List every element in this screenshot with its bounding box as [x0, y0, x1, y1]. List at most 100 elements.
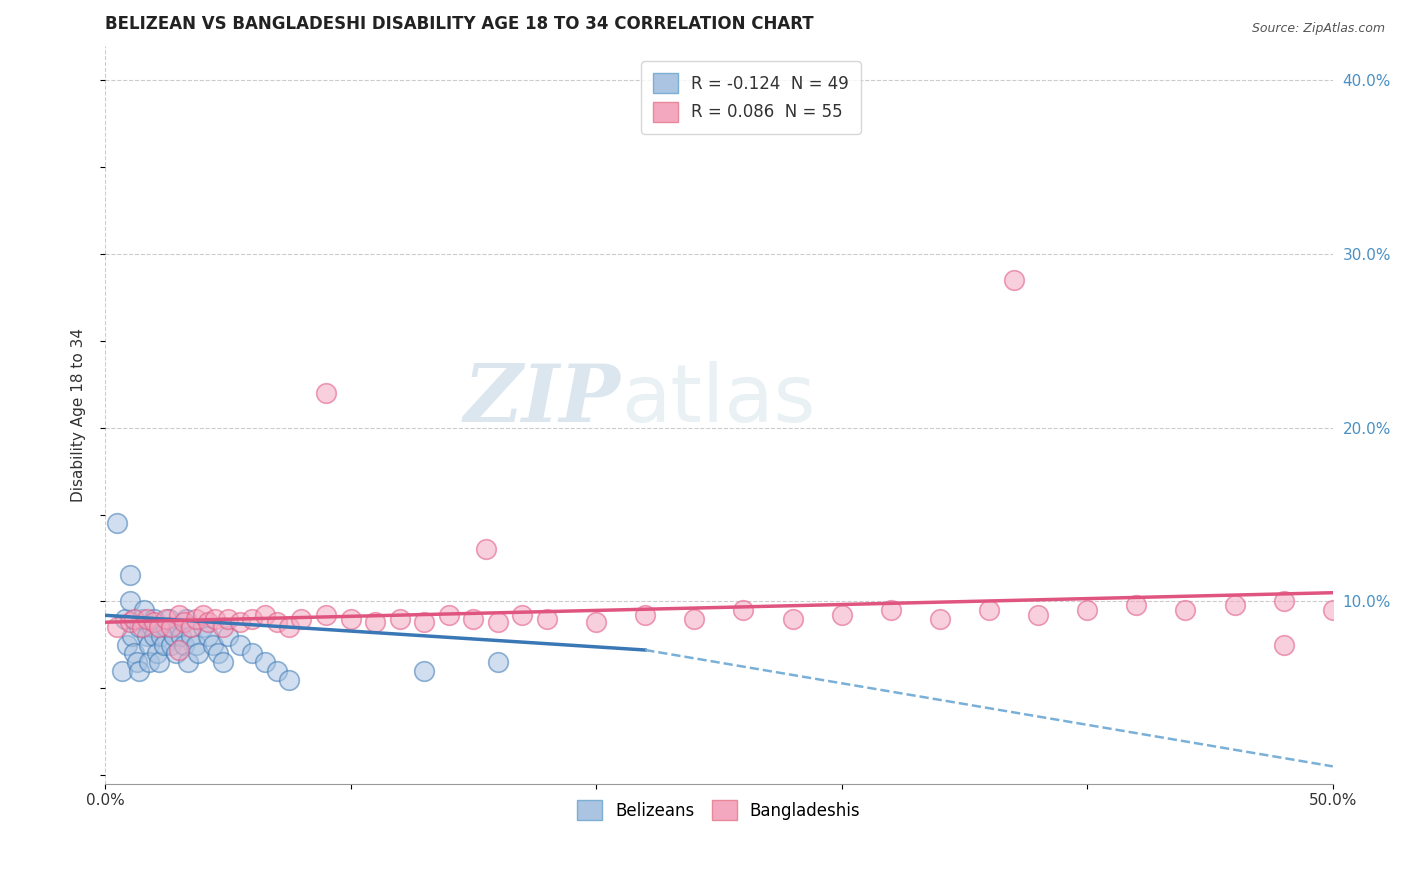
Point [118, 615, 141, 630]
Point [177, 655, 200, 669]
Point [977, 603, 1000, 617]
Point [131, 612, 153, 626]
Point [364, 615, 387, 630]
Point [148, 620, 170, 634]
Point [1174, 603, 1197, 617]
Point [150, 629, 173, 643]
Point [315, 608, 337, 623]
Point [125, 655, 148, 669]
Point [512, 608, 534, 623]
Point [266, 664, 288, 678]
Point [184, 638, 207, 652]
Point [240, 647, 263, 661]
Point [782, 612, 804, 626]
Point [118, 568, 141, 582]
Point [290, 612, 312, 626]
Y-axis label: Disability Age 18 to 34: Disability Age 18 to 34 [72, 327, 86, 501]
Point [180, 629, 202, 643]
Point [124, 612, 146, 626]
Point [1272, 594, 1295, 608]
Point [105, 620, 128, 634]
Point [253, 608, 276, 623]
Point [474, 542, 496, 557]
Point [1002, 273, 1025, 287]
Point [486, 655, 509, 669]
Point [128, 620, 150, 634]
Point [212, 655, 235, 669]
Text: BELIZEAN VS BANGLADESHI DISABILITY AGE 18 TO 34 CORRELATION CHART: BELIZEAN VS BANGLADESHI DISABILITY AGE 1… [105, 15, 814, 33]
Point [160, 638, 183, 652]
Point [463, 612, 485, 626]
Point [170, 629, 193, 643]
Point [114, 612, 136, 626]
Legend: Belizeans, Bangladeshis: Belizeans, Bangladeshis [571, 793, 868, 827]
Point [145, 647, 167, 661]
Point [138, 655, 160, 669]
Point [163, 629, 186, 643]
Point [167, 620, 190, 634]
Point [413, 615, 436, 630]
Point [253, 655, 276, 669]
Point [278, 620, 301, 634]
Point [187, 647, 209, 661]
Point [167, 608, 190, 623]
Point [486, 615, 509, 630]
Point [141, 620, 163, 634]
Point [138, 638, 160, 652]
Point [143, 615, 166, 630]
Point [115, 638, 138, 652]
Point [1223, 598, 1246, 612]
Point [143, 612, 166, 626]
Point [173, 615, 195, 630]
Point [155, 620, 177, 634]
Point [217, 612, 239, 626]
Point [143, 629, 166, 643]
Point [153, 638, 176, 652]
Point [1322, 603, 1344, 617]
Point [167, 643, 190, 657]
Point [173, 638, 195, 652]
Point [266, 615, 288, 630]
Point [388, 612, 411, 626]
Point [193, 620, 215, 634]
Point [217, 629, 239, 643]
Point [928, 612, 950, 626]
Point [585, 615, 607, 630]
Point [634, 608, 657, 623]
Point [1076, 603, 1098, 617]
Text: Source: ZipAtlas.com: Source: ZipAtlas.com [1251, 22, 1385, 36]
Point [315, 386, 337, 401]
Point [437, 608, 460, 623]
Point [134, 603, 156, 617]
Point [148, 655, 170, 669]
Point [683, 612, 706, 626]
Point [121, 629, 143, 643]
Point [202, 638, 225, 652]
Point [105, 516, 128, 531]
Point [831, 608, 853, 623]
Point [229, 638, 252, 652]
Point [1125, 598, 1147, 612]
Point [157, 612, 180, 626]
Point [1272, 638, 1295, 652]
Point [155, 612, 177, 626]
Point [1026, 608, 1049, 623]
Text: atlas: atlas [620, 361, 815, 439]
Point [733, 603, 755, 617]
Point [165, 647, 187, 661]
Point [212, 620, 235, 634]
Point [124, 647, 146, 661]
Point [880, 603, 903, 617]
Point [128, 664, 150, 678]
Point [193, 608, 215, 623]
Point [278, 673, 301, 687]
Point [204, 612, 226, 626]
Point [240, 612, 263, 626]
Point [184, 612, 207, 626]
Point [118, 594, 141, 608]
Point [413, 664, 436, 678]
Point [207, 647, 229, 661]
Point [135, 612, 157, 626]
Point [197, 629, 219, 643]
Point [131, 620, 153, 634]
